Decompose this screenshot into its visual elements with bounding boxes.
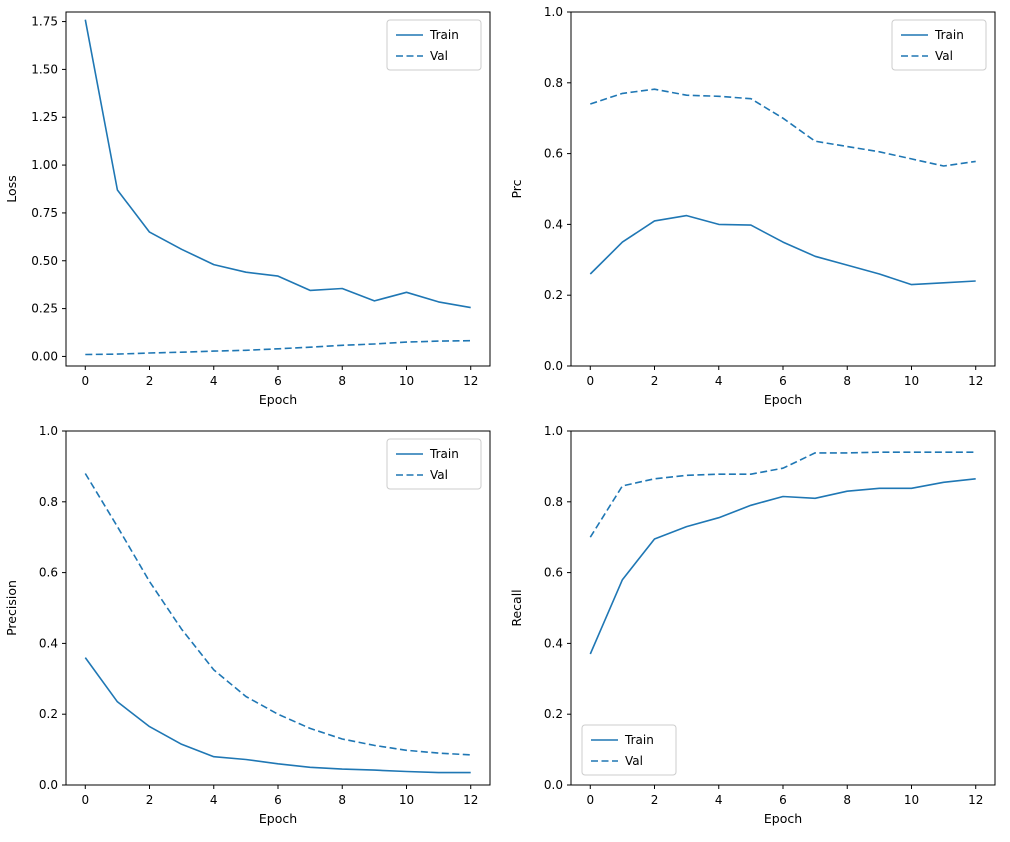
x-tick-label: 4 xyxy=(715,374,723,388)
y-tick-label: 1.00 xyxy=(31,158,58,172)
x-axis-label: Epoch xyxy=(764,392,802,407)
y-tick-label: 0.0 xyxy=(39,778,58,792)
legend-frame xyxy=(891,19,987,71)
x-tick-label: 0 xyxy=(586,374,594,388)
x-tick-label: 6 xyxy=(274,793,282,807)
y-tick-label: 0.4 xyxy=(544,217,563,231)
x-tick-label: 12 xyxy=(968,374,983,388)
x-tick-label: 12 xyxy=(968,793,983,807)
x-tick-label: 4 xyxy=(715,793,723,807)
x-tick-label: 12 xyxy=(463,793,478,807)
train-line xyxy=(84,19,471,309)
y-tick-label: 0.2 xyxy=(39,707,58,721)
y-axis-label: Recall xyxy=(509,589,524,626)
x-tick-label: 2 xyxy=(146,374,154,388)
x-tick-label: 10 xyxy=(399,793,414,807)
legend-train-label: Train xyxy=(934,28,964,42)
train-line xyxy=(589,478,976,655)
precision-chart: 0 2 4 6 8 10 12 0.0 0.2 0.4 0.6 0.8 1.0 Epoch Precisio… xyxy=(0,419,505,838)
y-axis-label: Prc xyxy=(509,179,524,198)
legend-train-label: Train xyxy=(624,733,654,747)
y-tick-label: 0.75 xyxy=(31,206,58,220)
x-tick-label: 4 xyxy=(210,374,218,388)
legend: Train Val xyxy=(386,19,482,71)
y-tick-label: 0.4 xyxy=(39,636,58,650)
val-line xyxy=(590,88,976,167)
recall-chart: 0 2 4 6 8 10 12 0.0 0.2 0.4 0.6 0.8 1.0 Epoch Recall Tr… xyxy=(505,419,1010,838)
legend-val-label: Val xyxy=(430,468,448,482)
legend-frame xyxy=(581,724,677,776)
loss-chart: 0 2 4 6 8 10 12 0.00 0.25 0.50 0.75 1.00 1.25 1.50 1.7… xyxy=(0,0,505,419)
y-tick-label: 0.2 xyxy=(544,288,563,302)
x-tick-label: 2 xyxy=(146,793,154,807)
y-tick-label: 1.25 xyxy=(31,110,58,124)
y-tick-label: 0.8 xyxy=(544,495,563,509)
x-axis-label: Epoch xyxy=(764,811,802,826)
x-tick-label: 8 xyxy=(843,374,851,388)
x-tick-label: 6 xyxy=(779,793,787,807)
x-tick-label: 8 xyxy=(843,793,851,807)
x-axis-label: Epoch xyxy=(259,392,297,407)
legend-train-label: Train xyxy=(429,28,459,42)
legend: Train Val xyxy=(386,438,482,490)
x-tick-label: 6 xyxy=(779,374,787,388)
y-tick-label: 1.0 xyxy=(544,424,563,438)
train-line xyxy=(589,214,976,286)
legend-train-label: Train xyxy=(429,447,459,461)
x-tick-label: 8 xyxy=(338,793,346,807)
x-tick-label: 2 xyxy=(651,374,659,388)
legend-val-label: Val xyxy=(935,49,953,63)
y-tick-label: 0.25 xyxy=(31,302,58,316)
y-tick-label: 0.0 xyxy=(544,778,563,792)
prc-plot-svg: 0 2 4 6 8 10 12 0.0 0.2 0.4 0.6 0.8 1.0 Epoch Prc Train… xyxy=(509,5,996,407)
y-tick-label: 0.6 xyxy=(544,147,563,161)
legend-val-label: Val xyxy=(430,49,448,63)
x-tick-label: 8 xyxy=(338,374,346,388)
y-tick-label: 0.00 xyxy=(31,349,58,363)
val-line xyxy=(589,451,976,538)
legend-val-label: Val xyxy=(625,754,643,768)
x-tick-label: 10 xyxy=(904,374,919,388)
y-axis-label: Loss xyxy=(4,175,19,202)
y-tick-label: 0.6 xyxy=(39,566,58,580)
prc-chart: 0 2 4 6 8 10 12 0.0 0.2 0.4 0.6 0.8 1.0 Epoch Prc Train… xyxy=(505,0,1010,419)
x-tick-label: 6 xyxy=(274,374,282,388)
y-tick-label: 0.0 xyxy=(544,359,563,373)
val-line xyxy=(85,339,471,356)
x-tick-label: 0 xyxy=(586,793,594,807)
train-line xyxy=(84,657,471,774)
y-tick-label: 0.8 xyxy=(39,495,58,509)
precision-plot-svg: 0 2 4 6 8 10 12 0.0 0.2 0.4 0.6 0.8 1.0 Epoch Precisio… xyxy=(4,424,491,826)
val-line xyxy=(84,473,471,756)
loss-plot-svg: 0 2 4 6 8 10 12 0.00 0.25 0.50 0.75 1.00 1.25 1.50 1.7… xyxy=(4,11,491,407)
legend: Train Val xyxy=(891,19,987,71)
x-tick-label: 2 xyxy=(651,793,659,807)
y-tick-label: 1.50 xyxy=(31,62,58,76)
y-axis-label: Precision xyxy=(4,580,19,636)
x-tick-label: 0 xyxy=(81,793,89,807)
legend-frame xyxy=(386,19,482,71)
legend: Train Val xyxy=(581,724,677,776)
y-tick-label: 0.6 xyxy=(544,566,563,580)
x-tick-label: 0 xyxy=(81,374,89,388)
x-axis-label: Epoch xyxy=(259,811,297,826)
y-tick-label: 0.50 xyxy=(31,254,58,268)
y-tick-label: 1.75 xyxy=(31,15,58,29)
x-tick-label: 10 xyxy=(399,374,414,388)
y-tick-label: 1.0 xyxy=(544,5,563,19)
legend-frame xyxy=(386,438,482,490)
y-tick-label: 0.2 xyxy=(544,707,563,721)
y-tick-label: 0.4 xyxy=(544,636,563,650)
y-tick-label: 1.0 xyxy=(39,424,58,438)
recall-plot-svg: 0 2 4 6 8 10 12 0.0 0.2 0.4 0.6 0.8 1.0 Epoch Recall Tr… xyxy=(509,424,996,826)
x-tick-label: 12 xyxy=(463,374,478,388)
y-tick-label: 0.8 xyxy=(544,76,563,90)
x-tick-label: 4 xyxy=(210,793,218,807)
x-tick-label: 10 xyxy=(904,793,919,807)
